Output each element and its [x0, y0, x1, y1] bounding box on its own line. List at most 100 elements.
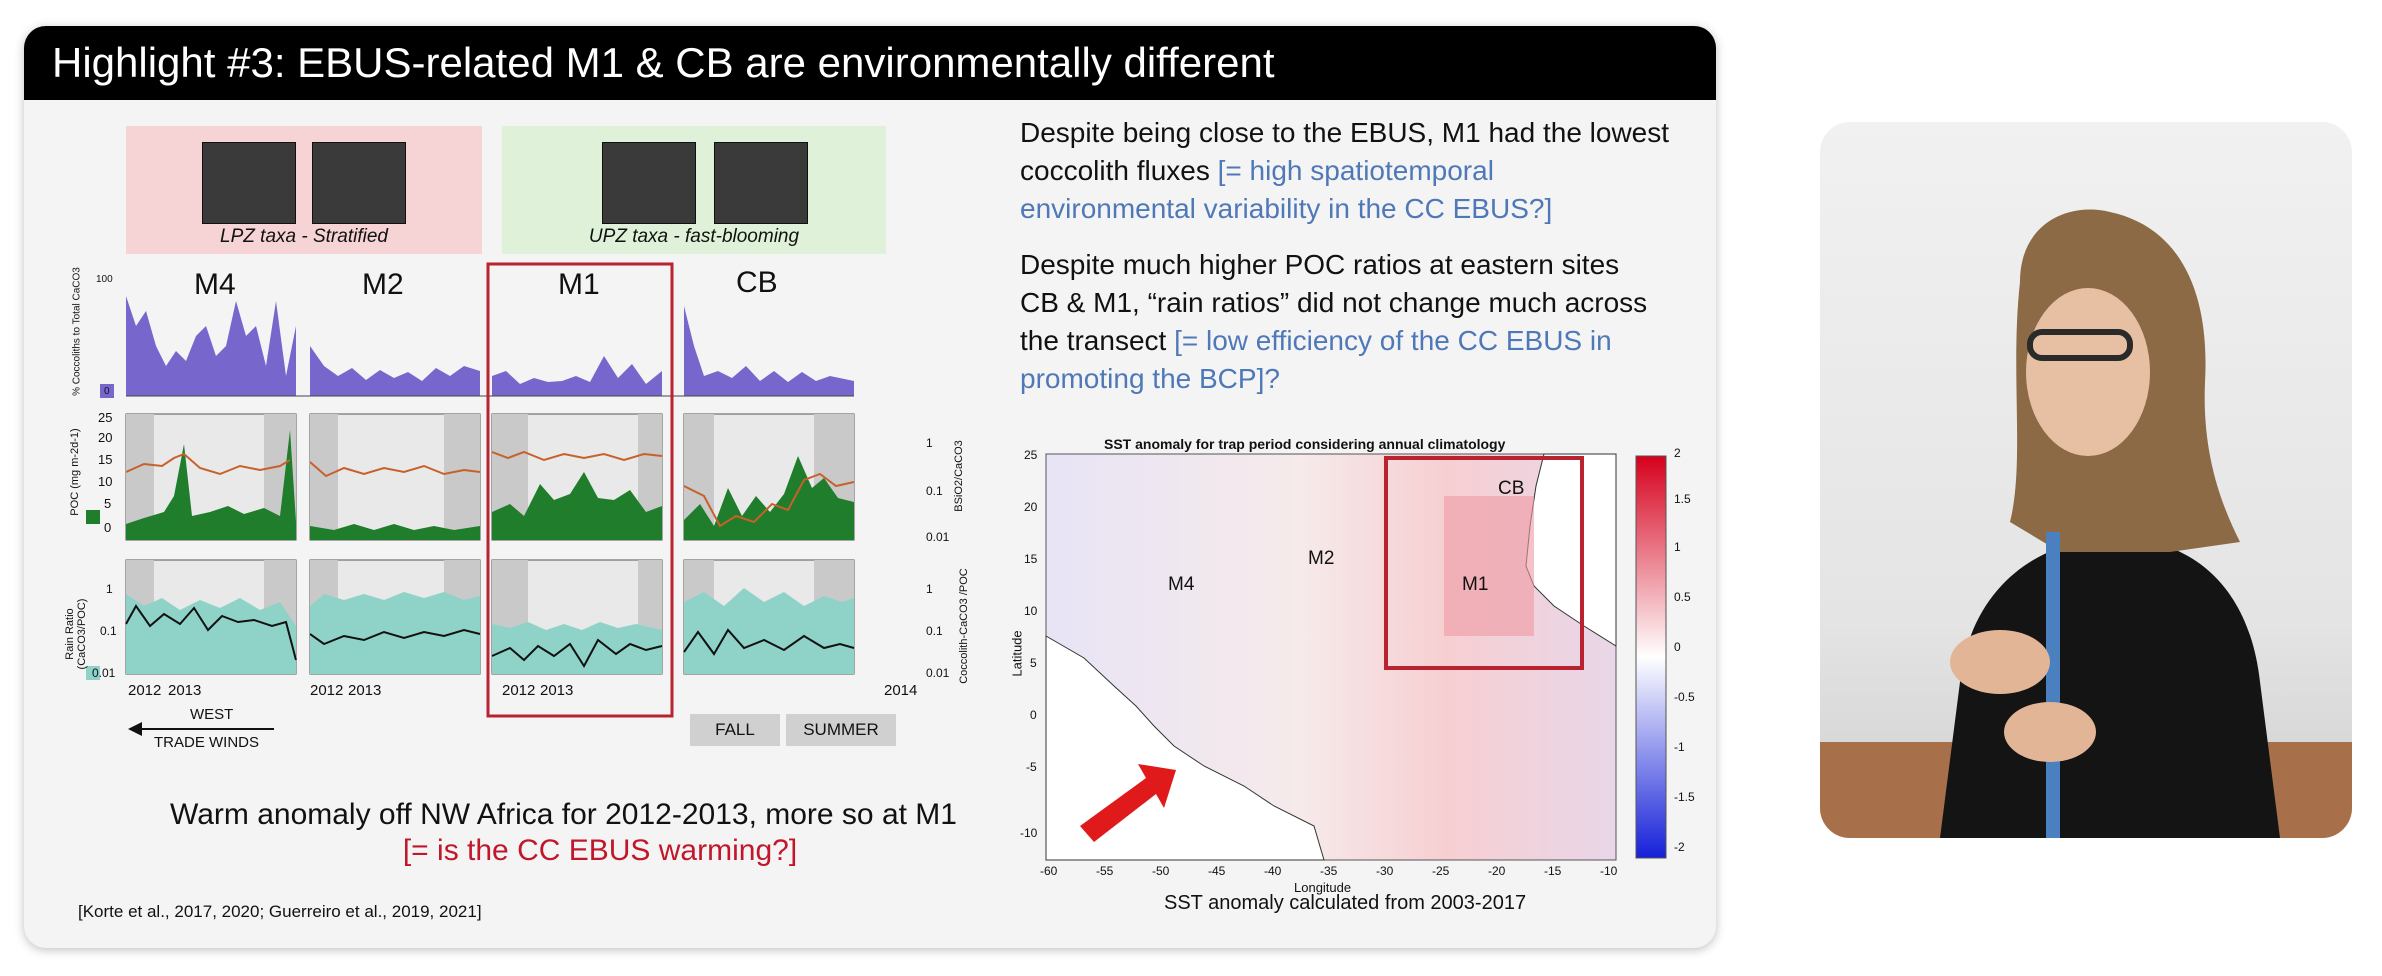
- west-arrow-icon: [128, 722, 142, 736]
- colorbar-tick: -2: [1674, 840, 1685, 854]
- m4-rain-area: [126, 594, 296, 674]
- row3-right-tick: 1: [926, 582, 933, 596]
- coccolith-percent-row: [126, 296, 854, 397]
- map-site-m1: M1: [1462, 574, 1489, 595]
- row2-right-tick: 0.1: [926, 484, 943, 498]
- map-y-tick: -10: [1020, 826, 1038, 840]
- sst-anomaly-map: [1045, 453, 1667, 861]
- m1-highlight-box: [486, 262, 674, 718]
- row2-tick: 25: [98, 410, 113, 425]
- purple-legend-swatch: [100, 384, 114, 398]
- row3-tick: 0.01: [92, 666, 116, 680]
- map-y-tick: 15: [1024, 552, 1038, 566]
- row2-right-tick: 1: [926, 436, 933, 450]
- coccolith-image: [602, 142, 696, 224]
- season-strip: [444, 414, 480, 540]
- m4-coccolith-area: [126, 296, 296, 396]
- row3-right-tick: 0.01: [926, 666, 950, 680]
- m1-poc-area: [492, 472, 662, 540]
- row3-tick: 1: [106, 582, 113, 596]
- coccolith-image: [312, 142, 406, 224]
- green-legend-swatch: [86, 510, 100, 524]
- map-y-tick: 0: [1030, 708, 1037, 722]
- colorbar-tick: -1: [1674, 740, 1685, 754]
- m2-poc-area: [310, 524, 480, 540]
- speaker-hand: [1950, 630, 2050, 694]
- map-x-tick: -50: [1152, 864, 1170, 878]
- m2-rain-line: [309, 628, 481, 646]
- map-x-tick: -10: [1600, 864, 1618, 878]
- row2-tick: 20: [98, 430, 113, 445]
- warm-anomaly-statement: Warm anomaly off NW Africa for 2012-2013…: [170, 798, 957, 831]
- map-y-tick: 10: [1024, 604, 1038, 618]
- red-arrow-icon: [1080, 764, 1176, 842]
- site-label-cb: CB: [736, 266, 778, 299]
- colorbar-tick: 0: [1674, 640, 1681, 654]
- m1-rain-line: [491, 638, 663, 668]
- p1-question: [= high spatiotemporal environmental var…: [1020, 155, 1553, 224]
- trade-winds-label: TRADE WINDS: [154, 734, 259, 751]
- site-label-m2: M2: [362, 268, 404, 301]
- m2-ratio-line: [309, 461, 481, 478]
- colorbar-tick: -0.5: [1674, 690, 1695, 704]
- lpz-taxa-label: LPZ taxa - Stratified: [220, 226, 388, 247]
- map-site-cb: CB: [1498, 478, 1525, 499]
- m4-rain-line: [125, 604, 297, 661]
- speaker-face: [2026, 288, 2150, 456]
- year-label: 2013: [348, 682, 382, 699]
- map-x-tick: -35: [1320, 864, 1338, 878]
- slide-title: Highlight #3: EBUS-related M1 & CB are e…: [24, 26, 1716, 100]
- m4-poc-area: [126, 430, 296, 540]
- row3-tick: 0.1: [100, 624, 117, 638]
- map-site-m4: M4: [1168, 574, 1195, 595]
- map-x-tick: -55: [1096, 864, 1114, 878]
- row2-tick: 5: [104, 496, 112, 511]
- rain-ratio-row: [125, 588, 855, 674]
- upz-taxa-label: UPZ taxa - fast-blooming: [588, 226, 800, 247]
- map-y-tick: 5: [1030, 656, 1037, 670]
- map-caption: SST anomaly calculated from 2003-2017: [1164, 892, 1527, 914]
- fall-legend: FALL: [690, 714, 780, 746]
- citation: [Korte et al., 2017, 2020; Guerreiro et …: [78, 902, 482, 921]
- row1-tick: 0: [104, 386, 110, 397]
- row1-tick: 100: [96, 274, 113, 285]
- map-y-tick: 20: [1024, 500, 1038, 514]
- right-paragraph-1: Despite being close to the EBUS, M1 had …: [1020, 114, 1670, 228]
- cb-rain-line: [683, 628, 855, 656]
- cb-rain-area: [684, 588, 854, 674]
- map-x-tick: -60: [1040, 864, 1058, 878]
- warm-anomaly-region: [1444, 496, 1534, 636]
- speaker-body: [1940, 542, 2280, 838]
- lanyard: [2046, 532, 2060, 838]
- cb-ratio-line: [683, 472, 855, 528]
- right-paragraph-2: Despite much higher POC ratios at easter…: [1020, 246, 1660, 398]
- map-x-tick: -30: [1376, 864, 1394, 878]
- map-y-tick: -5: [1026, 760, 1037, 774]
- map-x-label: Longitude: [1294, 880, 1352, 895]
- site-label-m4: M4: [194, 268, 236, 301]
- map-y-tick: 25: [1024, 448, 1038, 462]
- year-label: 2012: [128, 682, 162, 699]
- row3-right-tick: 0.1: [926, 624, 943, 638]
- p1-statement: Despite being close to the EBUS, M1 had …: [1020, 117, 1670, 186]
- coccolith-image: [714, 142, 808, 224]
- year-label: 2012: [502, 682, 536, 699]
- cb-coccolith-area: [684, 306, 854, 396]
- map-x-tick: -45: [1208, 864, 1226, 878]
- glasses: [2027, 329, 2133, 361]
- cb-poc-area: [684, 456, 854, 540]
- m1-ratio-line: [491, 450, 663, 462]
- m2-rain-area: [310, 592, 480, 674]
- map-x-tick: -40: [1264, 864, 1282, 878]
- colorbar-tick: 1: [1674, 540, 1681, 554]
- map-y-label: Latitude: [1009, 630, 1025, 677]
- poc-row: [125, 430, 855, 540]
- year-label: 2012: [310, 682, 344, 699]
- west-label: WEST: [190, 706, 234, 723]
- m1-rain-area: [492, 622, 662, 674]
- map-x-tick: -25: [1432, 864, 1450, 878]
- speaker-hand: [2004, 702, 2096, 762]
- teal-legend-swatch: [86, 666, 100, 680]
- map-title: SST anomaly for trap period considering …: [1104, 436, 1506, 452]
- ebus-warming-question: [= is the CC EBUS warming?]: [402, 834, 798, 867]
